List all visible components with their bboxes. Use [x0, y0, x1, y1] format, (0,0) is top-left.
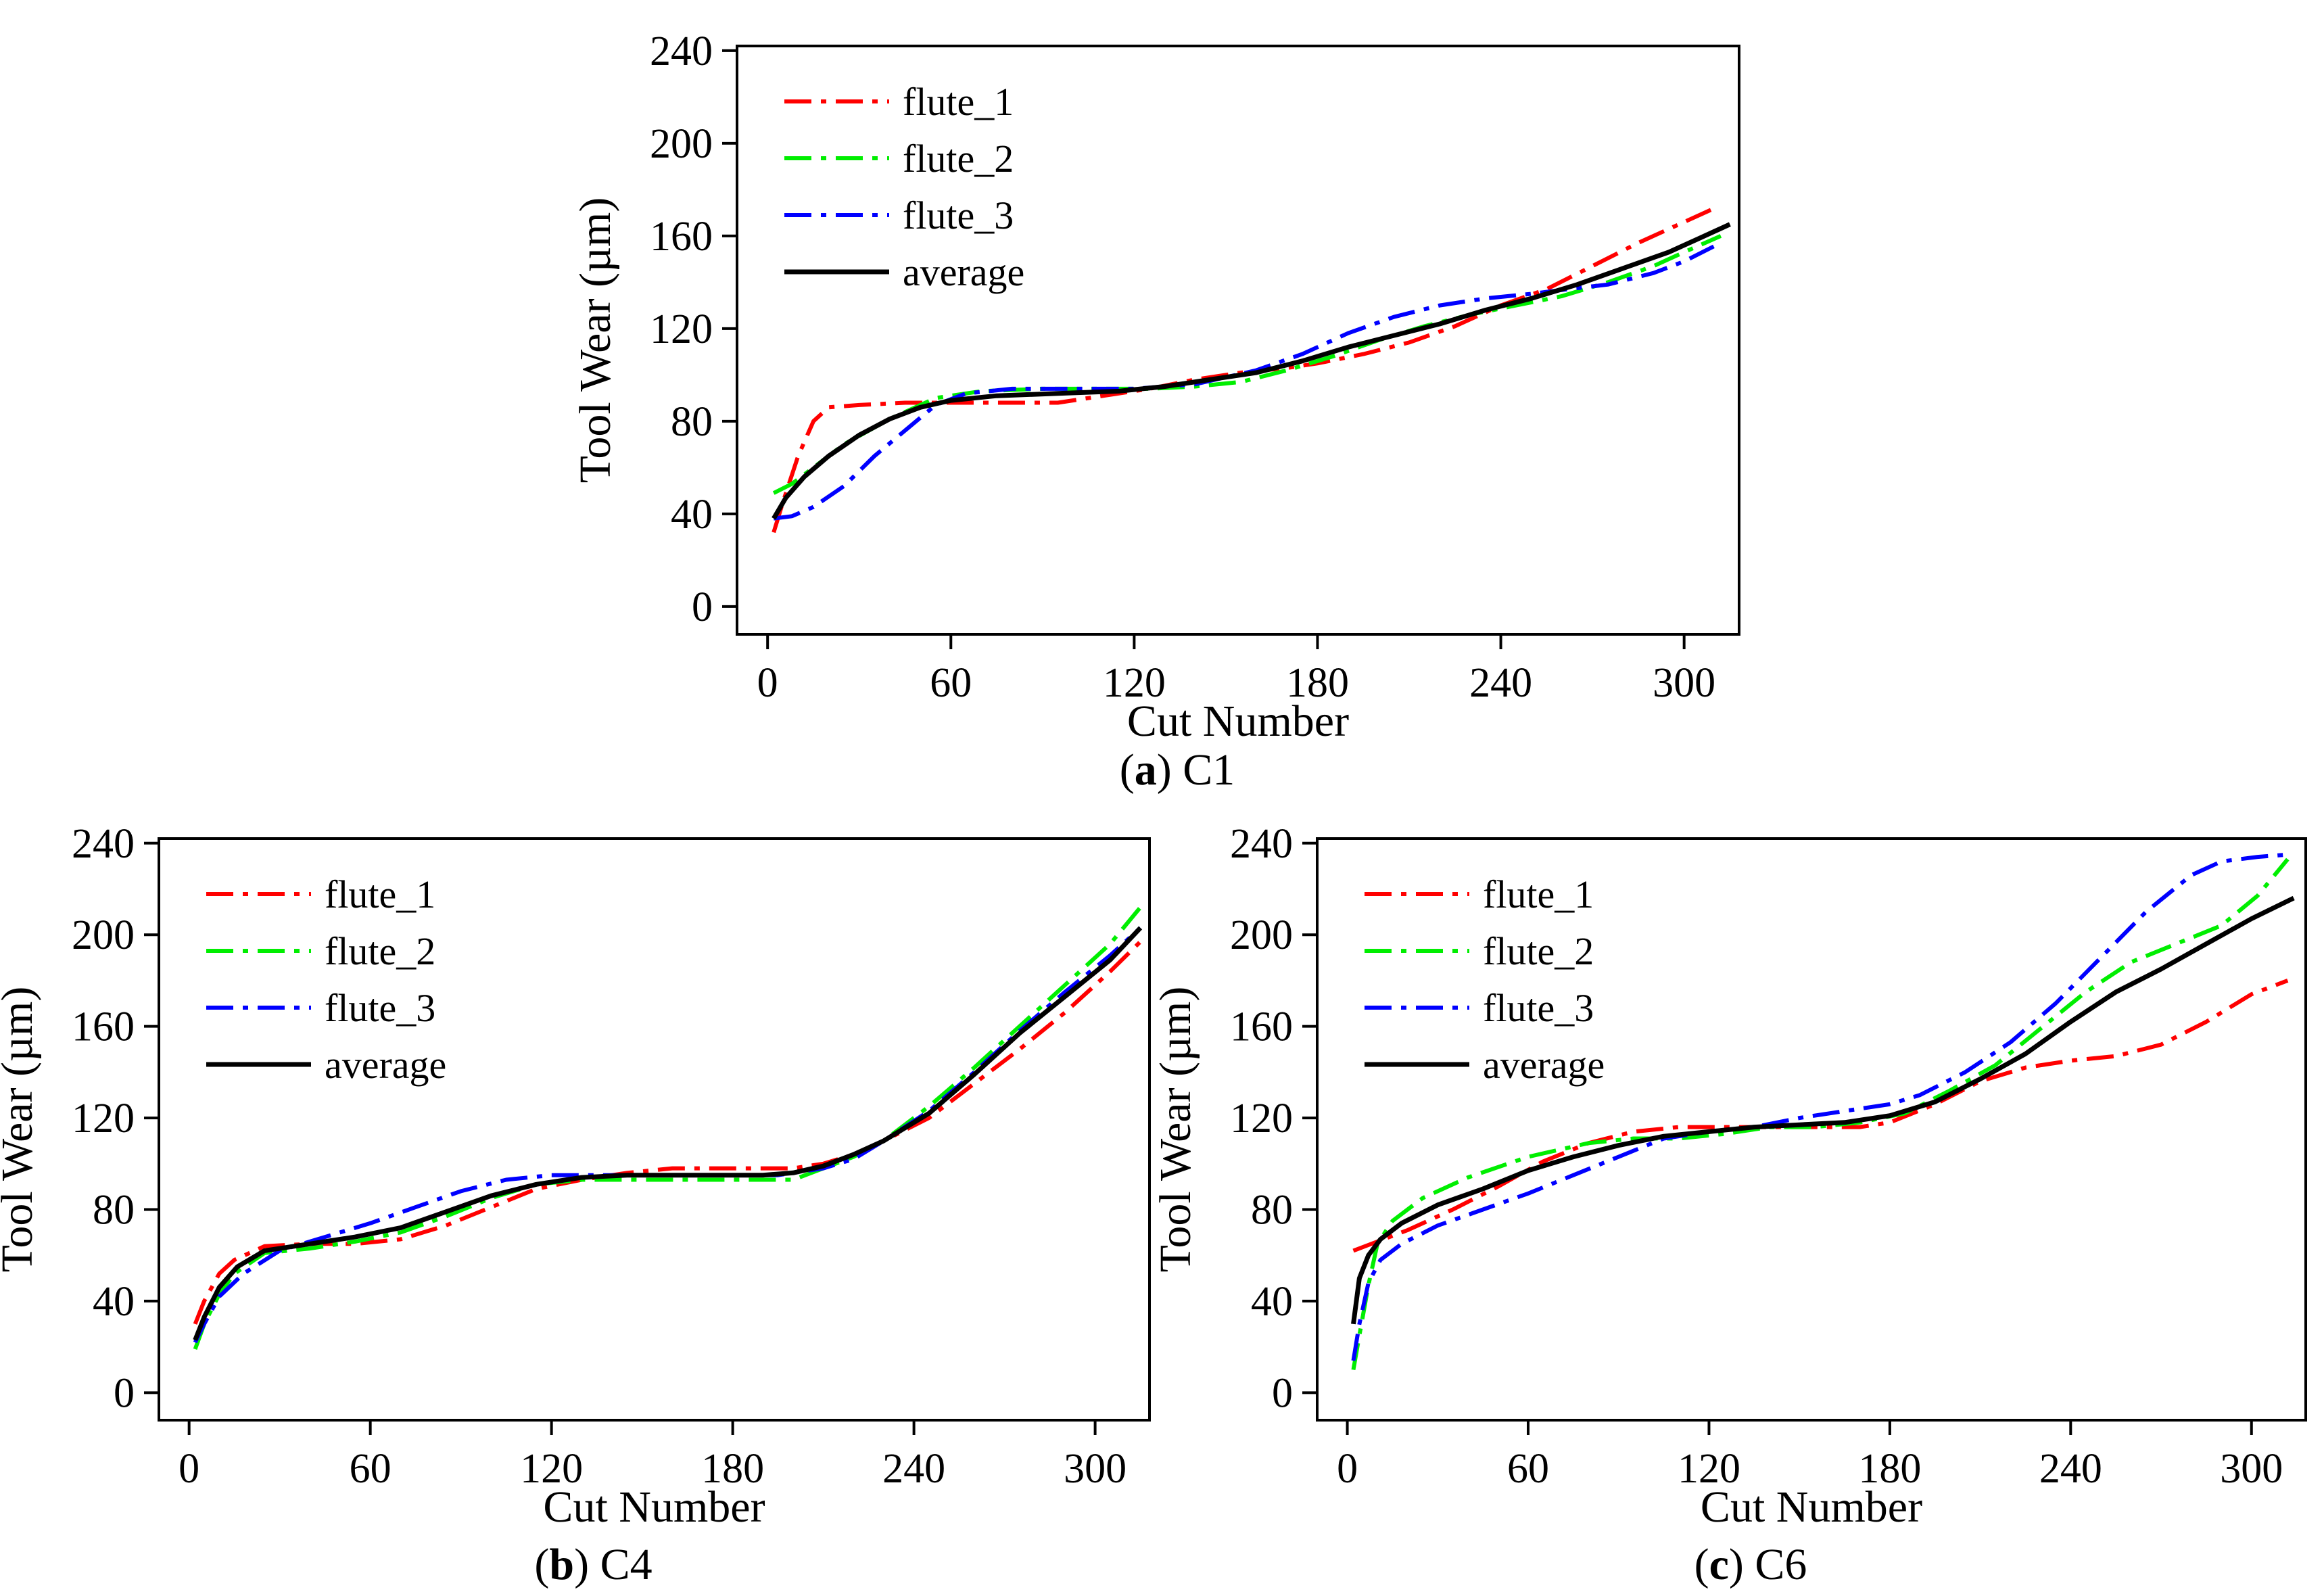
panel-c-caption-name: C6	[1755, 1540, 1807, 1589]
panel-b-y-tick-label: 80	[93, 1188, 135, 1234]
panel-b-y-tick-label: 200	[72, 912, 135, 958]
panel-a-caption: (a) C1	[1120, 745, 1235, 795]
panel-c-y-tick-label: 120	[1230, 1096, 1293, 1142]
legend-label-flute-3: flute_3	[325, 986, 435, 1030]
panel-a-plot-frame	[736, 45, 1740, 636]
legend-label-average: average	[903, 250, 1024, 294]
panel-a-axis-ticks: 0 60 120 180 240 300 0 40 80 120 160 200 240	[650, 28, 1715, 706]
legend-label-flute-2: flute_2	[325, 929, 435, 973]
panel-a-x-tick-label: 180	[1286, 660, 1349, 706]
panel-c-x-tick-label: 60	[1507, 1446, 1549, 1492]
panel-a-series-flute-3-line	[773, 241, 1722, 521]
panel-a-x-tick-label: 300	[1653, 660, 1715, 706]
panel-c-plot-frame	[1316, 837, 2307, 1422]
panel-b-x-axis-title: Cut Number	[543, 1482, 765, 1532]
legend-label-flute-1: flute_1	[903, 80, 1014, 124]
panel-c-chart: 0 60 120 180 240 300 0 40 80 120 160 200 240 flute_1…	[1151, 821, 2307, 1589]
legend-label-flute-3: flute_3	[1483, 986, 1594, 1030]
panel-b-y-tick-label: 120	[72, 1096, 135, 1142]
panel-b-y-tick-label: 240	[72, 821, 135, 867]
legend-label-flute-3: flute_3	[903, 193, 1014, 237]
panel-a-x-tick-label: 240	[1469, 660, 1532, 706]
panel-b-x-tick-label: 60	[350, 1446, 392, 1492]
panel-b-x-tick-label: 120	[520, 1446, 583, 1492]
panel-c-y-tick-label: 240	[1230, 821, 1293, 867]
panel-c-series-flute-3-line	[1351, 852, 2288, 1361]
panel-a-x-tick-label: 60	[930, 660, 972, 706]
panel-c-caption: (c) C6	[1694, 1540, 1807, 1589]
legend-label-flute-1: flute_1	[325, 872, 435, 916]
panel-b-plot-frame	[158, 837, 1151, 1422]
panel-c-x-tick-label: 180	[1858, 1446, 1921, 1492]
panel-b-series	[193, 906, 1143, 1351]
panel-c-y-tick-label: 160	[1230, 1004, 1293, 1050]
legend-label-flute-2: flute_2	[1483, 929, 1594, 973]
panel-a-y-tick-label: 160	[650, 214, 713, 260]
legend-label-flute-2: flute_2	[903, 137, 1014, 181]
panel-c-series	[1351, 852, 2295, 1371]
panel-b-y-tick-label: 0	[114, 1370, 135, 1416]
panel-b-chart: 0 60 120 180 240 300 0 40 80 120 160 200 240 flute_1…	[0, 821, 1151, 1589]
panel-a-chart: 0 60 120 180 240 300 0 40 80 120 160 200 240 flute_1…	[571, 28, 1740, 795]
panel-b-series-flute-1-line	[193, 940, 1142, 1325]
panel-b-caption-letter: b	[549, 1540, 574, 1589]
panel-b-axis-ticks: 0 60 120 180 240 300 0 40 80 120 160 200 240	[72, 821, 1127, 1492]
panel-b-y-axis-title: Tool Wear (µm)	[0, 987, 42, 1273]
panel-a-series	[772, 206, 1731, 534]
panel-a-x-tick-label: 120	[1103, 660, 1166, 706]
legend-label-average: average	[1483, 1043, 1605, 1087]
panel-c-y-tick-label: 200	[1230, 912, 1293, 958]
panel-c-y-tick-label: 80	[1251, 1188, 1293, 1234]
panel-a-y-tick-label: 120	[650, 306, 713, 352]
panel-c-caption-letter: c	[1709, 1540, 1729, 1589]
panel-b-series-flute-2-line	[193, 906, 1142, 1351]
panel-a-caption-letter: a	[1135, 745, 1157, 795]
panel-a-y-axis-title: Tool Wear (µm)	[571, 197, 620, 484]
legend-label-average: average	[325, 1043, 446, 1087]
panel-a-y-tick-label: 80	[671, 399, 713, 445]
panel-c-axis-ticks: 0 60 120 180 240 300 0 40 80 120 160 200 240	[1230, 821, 2283, 1492]
panel-b-x-tick-label: 240	[882, 1446, 945, 1492]
panel-b-x-tick-label: 0	[179, 1446, 199, 1492]
panel-a-caption-name: C1	[1183, 745, 1235, 795]
panel-c-y-tick-label: 40	[1251, 1279, 1293, 1325]
panel-c-x-tick-label: 300	[2220, 1446, 2283, 1492]
panel-a-y-tick-label: 240	[650, 28, 713, 74]
panel-b-caption-name: C4	[600, 1540, 653, 1589]
panel-c-series-flute-1-line	[1352, 979, 2289, 1253]
legend-label-flute-1: flute_1	[1483, 872, 1594, 916]
panel-b-x-tick-label: 300	[1064, 1446, 1127, 1492]
panel-b-y-tick-label: 40	[93, 1279, 135, 1325]
panel-a-y-tick-label: 0	[692, 584, 713, 630]
panel-c-x-tick-label: 240	[2039, 1446, 2102, 1492]
panel-c-x-tick-label: 120	[1678, 1446, 1740, 1492]
panel-a-x-tick-label: 0	[757, 660, 778, 706]
panel-b-series-average-line	[193, 926, 1143, 1341]
panel-c-x-tick-label: 0	[1337, 1446, 1358, 1492]
panel-c-y-tick-label: 0	[1272, 1370, 1293, 1416]
panel-c-series-average-line	[1351, 895, 2295, 1325]
panel-b-x-tick-label: 180	[701, 1446, 764, 1492]
panel-b-y-tick-label: 160	[72, 1004, 135, 1050]
panel-c-y-axis-title: Tool Wear (µm)	[1151, 987, 1200, 1273]
panel-a-series-average-line	[772, 222, 1731, 520]
panel-a-y-tick-label: 40	[671, 492, 713, 538]
panel-b-caption: (b) C4	[534, 1540, 652, 1589]
panel-a-x-axis-title: Cut Number	[1127, 697, 1349, 746]
panel-c-x-axis-title: Cut Number	[1701, 1482, 1922, 1532]
panel-a-y-tick-label: 200	[650, 121, 713, 167]
